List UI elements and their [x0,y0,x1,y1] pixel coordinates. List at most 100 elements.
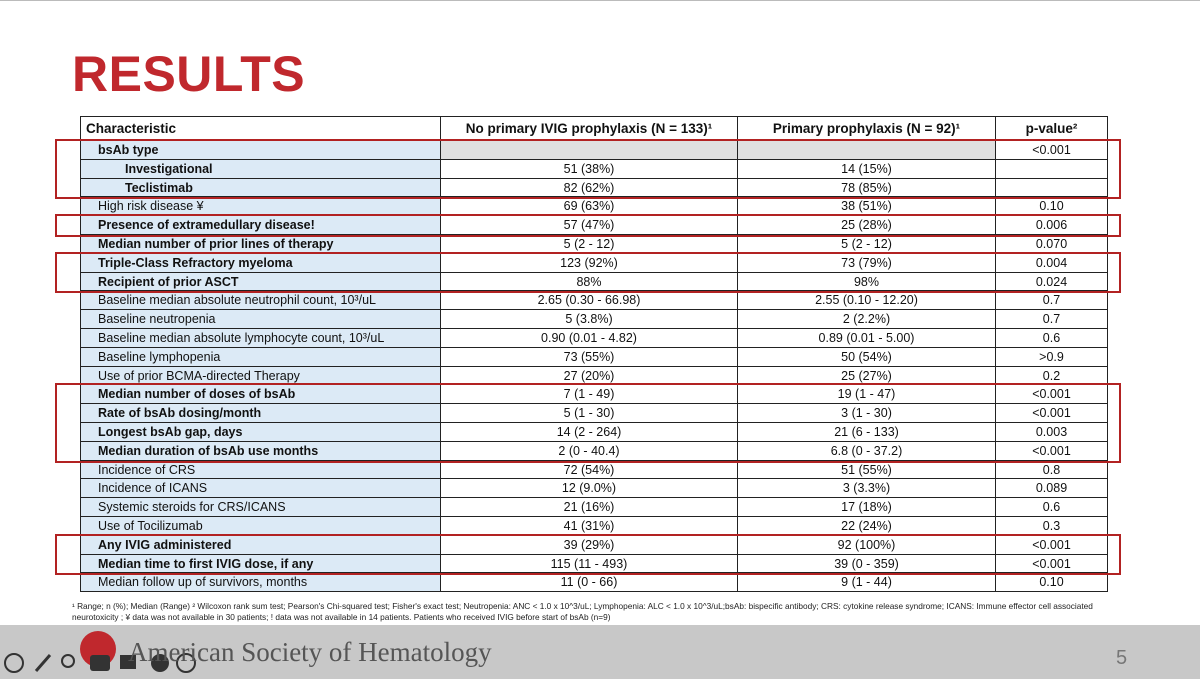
table-cell: <0.001 [996,404,1108,423]
table-cell [996,159,1108,179]
table-cell: Median follow up of survivors, months [80,573,441,593]
table-cell: 0.003 [996,423,1108,442]
table-cell: 0.90 (0.01 - 4.82) [441,329,738,348]
highlight-box [55,251,1121,294]
table-cell: 0.089 [996,479,1108,499]
table-cell: 123 (92%) [441,253,738,273]
slide-title: RESULTS [72,46,306,102]
cc-button[interactable] [90,655,110,671]
table-cell: 6.8 (0 - 37.2) [738,441,996,461]
table-cell: Incidence of CRS [80,460,441,480]
highlight-box [55,533,1121,576]
table-cell: 5 (1 - 30) [441,404,738,423]
table-cell: 3 (3.3%) [738,479,996,499]
table-cell: <0.001 [996,141,1108,160]
table-cell: 5 (3.8%) [441,310,738,329]
pen-button[interactable] [34,654,52,672]
table-cell: Baseline median absolute lymphocyte coun… [80,329,441,348]
table-cell: Triple-Class Refractory myeloma [80,253,441,273]
table-cell: Baseline median absolute neutrophil coun… [80,291,441,311]
table-cell: 19 (1 - 47) [738,385,996,405]
page-number: 5 [1116,647,1128,669]
table-cell: <0.001 [996,535,1108,555]
table-cell: 0.004 [996,253,1108,273]
table-cell: Systemic steroids for CRS/ICANS [80,498,441,517]
table-cell: Any IVIG administered [80,535,441,555]
table-cell: 12 (9.0%) [441,479,738,499]
table-cell: 11 (0 - 66) [441,573,738,593]
table-cell: 0.6 [996,498,1108,517]
table-cell: 9 (1 - 44) [738,573,996,593]
table-cell: 0.006 [996,216,1108,235]
table-cell [996,178,1108,198]
table-cell: <0.001 [996,554,1108,574]
table-cell: Longest bsAb gap, days [80,423,441,442]
highlight-box [55,383,1121,463]
table-cell: 0.6 [996,329,1108,348]
footnote: ¹ Range; n (%); Median (Range) ² Wilcoxo… [72,601,1093,622]
table-cell: 2 (0 - 40.4) [441,441,738,461]
header-cell: No primary IVIG prophylaxis (N = 133)¹ [441,116,738,141]
table-cell: 51 (38%) [441,159,738,179]
table-cell: 73 (79%) [738,253,996,273]
table-cell: 7 (1 - 49) [441,385,738,405]
table-cell: Median duration of bsAb use months [80,441,441,461]
header-cell: p-value² [996,116,1108,141]
table-cell: 50 (54%) [738,347,996,367]
highlight-box [55,139,1121,200]
table-cell: 115 (11 - 493) [441,554,738,574]
table-cell: 39 (29%) [441,535,738,555]
table-cell: 57 (47%) [441,216,738,235]
table-cell: 0.89 (0.01 - 5.00) [738,329,996,348]
table-cell: Median number of doses of bsAb [80,385,441,405]
table-cell: 78 (85%) [738,178,996,198]
table-cell: 14 (2 - 264) [441,423,738,442]
table-cell: 82 (62%) [441,178,738,198]
table-cell: 21 (16%) [441,498,738,517]
more-button[interactable] [151,654,169,672]
table-cell: 14 (15%) [738,159,996,179]
table-cell: Baseline neutropenia [80,310,441,329]
table-cell: bsAb type [80,141,441,160]
table-cell: >0.9 [996,347,1108,367]
header-cell: Characteristic [80,116,441,141]
table-cell: 3 (1 - 30) [738,404,996,423]
table-cell: 21 (6 - 133) [738,423,996,442]
table-cell: 39 (0 - 359) [738,554,996,574]
toolbar [4,631,196,673]
table-cell: 88% [441,272,738,292]
header-cell: Primary prophylaxis (N = 92)¹ [738,116,996,141]
table-cell: 2 (2.2%) [738,310,996,329]
table-cell: Teclistimab [80,178,441,198]
table-cell [441,141,738,160]
table-cell: 72 (54%) [441,460,738,480]
table-cell: 2.65 (0.30 - 66.98) [441,291,738,311]
table-cell: Presence of extramedullary diseaseǃ [80,216,441,235]
table-cell: Baseline lymphopenia [80,347,441,367]
table-cell: 17 (18%) [738,498,996,517]
table-cell: 0.10 [996,573,1108,593]
table-cell: 98% [738,272,996,292]
table-cell: Recipient of prior ASCT [80,272,441,292]
bottom-bar [0,625,1200,679]
table-cell: <0.001 [996,385,1108,405]
camera-button[interactable] [120,655,136,669]
organization: American Society of Hematology [128,637,492,667]
table-cell: <0.001 [996,441,1108,461]
zoom-button[interactable] [61,654,75,668]
forward-button[interactable] [176,653,196,673]
table-cell: Incidence of ICANS [80,479,441,499]
table-cell: 92 (100%) [738,535,996,555]
back-button[interactable] [4,653,24,673]
table-cell: Investigational [80,159,441,179]
table-cell: 0.024 [996,272,1108,292]
table-cell: 2.55 (0.10 - 12.20) [738,291,996,311]
table-cell: 73 (55%) [441,347,738,367]
table-cell: 25 (28%) [738,216,996,235]
table-cell: Median time to first IVIG dose, if any [80,554,441,574]
table-cell: 51 (55%) [738,460,996,480]
table-cell: 0.7 [996,291,1108,311]
table-cell: Rate of bsAb dosing/month [80,404,441,423]
table-cell: 0.8 [996,460,1108,480]
